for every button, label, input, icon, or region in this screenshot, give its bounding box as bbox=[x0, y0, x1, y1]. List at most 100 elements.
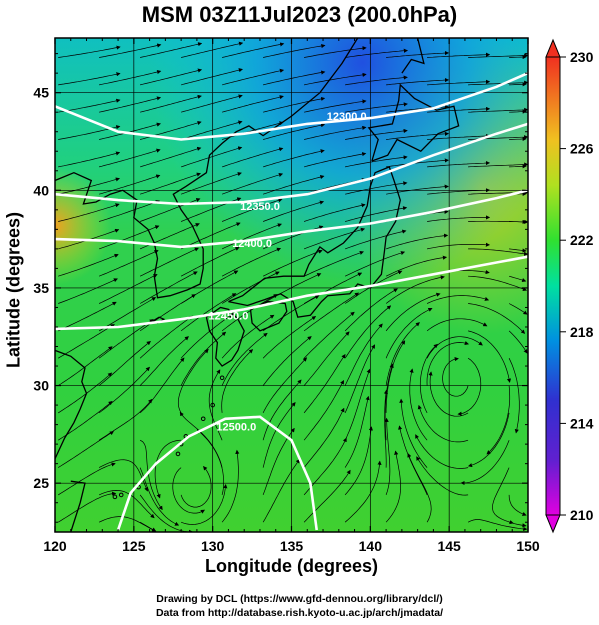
streamline bbox=[457, 357, 482, 416]
streamline bbox=[262, 315, 317, 359]
streamline bbox=[468, 162, 528, 168]
streamline bbox=[386, 184, 449, 195]
credit-drawing: Drawing by DCL (https://www.gfd-dennou.o… bbox=[156, 593, 443, 605]
streamline bbox=[179, 411, 223, 468]
x-axis-label: Longitude (degrees) bbox=[204, 556, 378, 576]
coastline bbox=[55, 38, 359, 299]
streamline bbox=[419, 343, 438, 414]
streamline bbox=[417, 404, 469, 443]
streamline bbox=[492, 467, 514, 525]
colorbar-max-arrow bbox=[545, 38, 561, 58]
streamline bbox=[303, 354, 346, 414]
streamline bbox=[468, 107, 528, 113]
streamline bbox=[303, 250, 364, 277]
coastline bbox=[401, 38, 425, 74]
coastline bbox=[70, 480, 86, 532]
streamline bbox=[139, 336, 189, 386]
streamline bbox=[427, 52, 491, 58]
streamline bbox=[98, 366, 150, 414]
streamline bbox=[263, 123, 326, 140]
streamline bbox=[303, 203, 366, 222]
coastline bbox=[55, 349, 88, 461]
streamline bbox=[468, 330, 512, 383]
streamline bbox=[385, 322, 420, 386]
streamline bbox=[508, 330, 528, 354]
colorbar-tick-label: 218 bbox=[570, 324, 594, 340]
x-tick-label: 120 bbox=[43, 538, 67, 554]
streamline bbox=[460, 440, 510, 486]
streamline bbox=[509, 164, 527, 169]
streamline bbox=[467, 519, 528, 532]
streamline bbox=[221, 223, 282, 250]
streamline bbox=[180, 246, 240, 277]
streamline bbox=[262, 149, 325, 168]
height-contours: 12300.0 12350.0 12400.0 12450.0 12500.0 bbox=[55, 71, 528, 531]
streamline bbox=[467, 412, 510, 468]
streamline bbox=[385, 450, 401, 523]
streamline bbox=[99, 148, 161, 168]
streamline bbox=[303, 407, 345, 468]
credit-data: Data from http://database.rish.kyoto-u.a… bbox=[155, 607, 444, 619]
streamline bbox=[304, 125, 367, 140]
island bbox=[200, 416, 206, 422]
coastline bbox=[367, 83, 460, 162]
streamline bbox=[98, 398, 153, 441]
contour-label: 12350.0 bbox=[240, 201, 280, 213]
streamline bbox=[304, 99, 367, 113]
streamline bbox=[385, 233, 449, 250]
streamline bbox=[345, 181, 408, 195]
streamline bbox=[303, 292, 360, 332]
contour-label: 12500.0 bbox=[216, 422, 256, 434]
contour-line bbox=[55, 189, 528, 249]
streamline bbox=[304, 46, 367, 58]
y-tick-label: 25 bbox=[33, 475, 49, 491]
streamline bbox=[509, 54, 527, 60]
streamline bbox=[154, 439, 182, 499]
streamline bbox=[262, 458, 300, 523]
colorbar-tick-label: 214 bbox=[570, 415, 594, 431]
streamline bbox=[181, 68, 243, 86]
streamline bbox=[99, 70, 162, 86]
streamline bbox=[262, 336, 312, 386]
streamline bbox=[415, 434, 469, 469]
map-title: MSM 03Z11Jul2023 (200.0hPa) bbox=[141, 2, 458, 27]
streamline bbox=[509, 136, 527, 142]
streamline bbox=[344, 344, 376, 414]
grid-lines bbox=[55, 38, 528, 532]
streamline bbox=[222, 95, 284, 113]
colorbar-min-arrow bbox=[545, 514, 561, 534]
streamline bbox=[468, 275, 528, 292]
streamline bbox=[58, 491, 117, 523]
streamline bbox=[344, 305, 392, 359]
streamline bbox=[345, 75, 408, 86]
y-tick-label: 45 bbox=[33, 85, 49, 101]
streamline bbox=[140, 94, 202, 113]
streamline bbox=[303, 379, 344, 441]
streamline bbox=[385, 340, 406, 413]
streamline bbox=[508, 303, 528, 315]
streamline bbox=[426, 336, 483, 359]
streamline bbox=[181, 41, 244, 58]
streamline bbox=[139, 467, 180, 526]
streamline bbox=[221, 147, 284, 168]
streamline bbox=[222, 121, 284, 140]
streamline bbox=[398, 425, 428, 496]
colorbar-tick-label: 230 bbox=[570, 49, 594, 65]
streamline bbox=[139, 271, 198, 304]
contour-line bbox=[55, 122, 528, 206]
contour-line bbox=[116, 415, 318, 531]
streamline bbox=[139, 521, 157, 532]
streamline bbox=[426, 340, 469, 386]
contour-label: 12300.0 bbox=[327, 111, 367, 123]
streamline bbox=[385, 275, 445, 304]
colorbar-tick-label: 222 bbox=[570, 232, 594, 248]
streamline bbox=[442, 356, 469, 397]
streamline bbox=[172, 467, 206, 514]
streamline bbox=[344, 460, 382, 523]
streamline bbox=[427, 242, 490, 250]
contour-line bbox=[55, 255, 528, 331]
streamline bbox=[221, 349, 254, 413]
streamline bbox=[177, 348, 209, 414]
streamline bbox=[304, 72, 367, 86]
